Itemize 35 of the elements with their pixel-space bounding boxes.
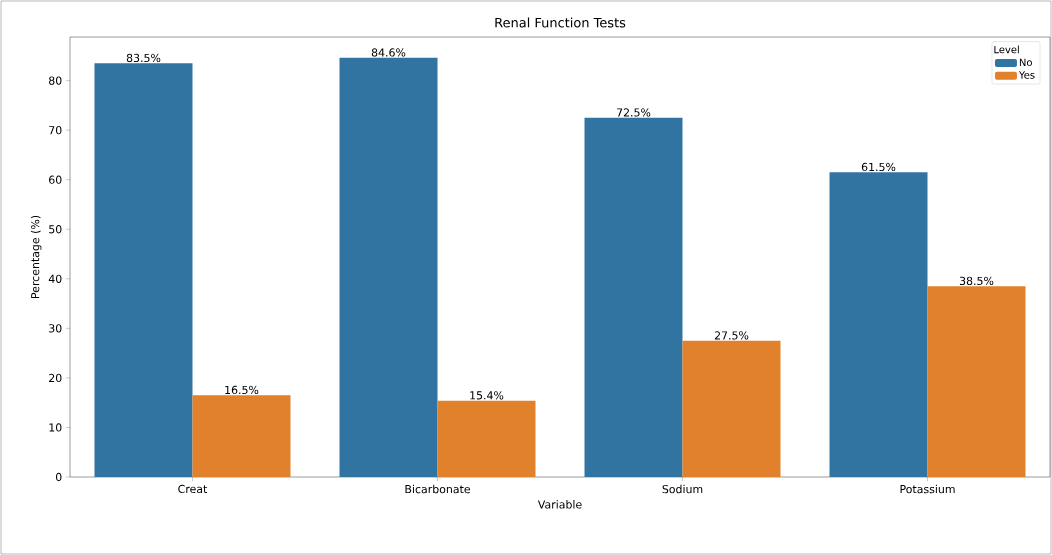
y-tick-label: 60 [49, 175, 62, 184]
y-tick-label: 40 [48, 274, 62, 283]
y-tick-label: 30 [49, 324, 62, 333]
bar [192, 395, 291, 477]
data-label: 61.5% [861, 162, 896, 172]
data-label: 84.6% [371, 48, 406, 57]
y-axis-title: Percentage (%) [30, 215, 42, 298]
y-tick-label: 0 [55, 472, 62, 482]
x-tick-label: Potassium [900, 484, 955, 494]
data-label: 15.4% [470, 391, 504, 400]
x-tick-label: Bicarbonate [405, 484, 471, 494]
y-tick-label: 20 [49, 373, 62, 383]
data-label: 72.5% [617, 108, 651, 117]
x-axis-title: Variable [537, 500, 582, 509]
x-tick-label: Sodium [662, 484, 703, 494]
bar [927, 286, 1026, 477]
data-label: 38.5% [959, 276, 994, 286]
bar [437, 400, 536, 477]
legend-label: No [1019, 58, 1032, 67]
legend-label: Yes [1018, 71, 1035, 79]
chart-title: Renal Function Tests [495, 17, 626, 28]
bar [682, 340, 781, 477]
x-tick-label: Creat [178, 484, 208, 494]
data-label: 83.5% [126, 53, 161, 63]
data-label: 27.5% [714, 331, 749, 340]
y-tick-label: 10 [49, 423, 62, 432]
data-label: 16.5% [225, 385, 259, 395]
bar [94, 63, 193, 477]
y-tick-label: 80 [49, 76, 62, 85]
legend-title: Level [994, 45, 1019, 54]
bar [339, 57, 438, 477]
y-tick-label: 50 [49, 225, 62, 234]
bar [829, 172, 928, 477]
bar [584, 117, 683, 477]
y-tick-label: 70 [49, 126, 62, 135]
